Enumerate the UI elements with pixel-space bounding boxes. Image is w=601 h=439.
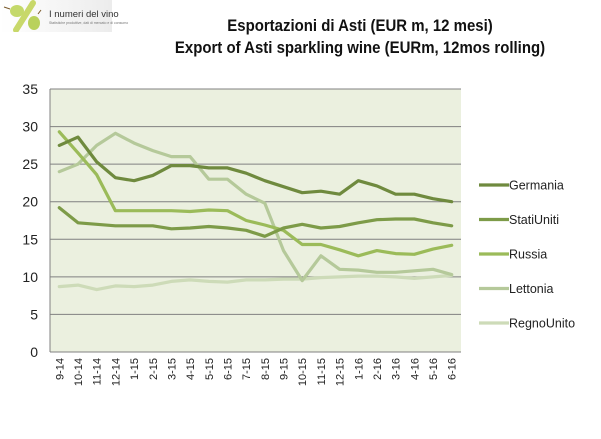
legend-item-russia: Russia xyxy=(479,248,547,262)
x-tick-label: 3-16 xyxy=(391,358,403,380)
x-tick-label: 4-15 xyxy=(185,358,197,380)
y-tick-label: 15 xyxy=(22,231,38,247)
chart-title: Esportazioni di Asti (EUR m, 12 mesi) xyxy=(227,16,493,35)
x-tick-label: 5-15 xyxy=(204,358,216,380)
legend-item-lettonia: Lettonia xyxy=(479,282,554,296)
x-tick-label: 8-15 xyxy=(260,358,272,380)
y-tick-label: 0 xyxy=(30,344,38,360)
x-tick-label: 9-14 xyxy=(54,358,66,380)
legend-item-germania: Germania xyxy=(479,179,564,193)
y-tick-label: 25 xyxy=(22,156,38,172)
legend-label: RegnoUnito xyxy=(509,317,575,331)
grape-percent-icon xyxy=(3,0,42,32)
x-tick-label: 6-16 xyxy=(447,358,459,380)
y-tick-label: 30 xyxy=(22,119,38,135)
x-tick-label: 9-15 xyxy=(279,358,291,380)
legend-label: Lettonia xyxy=(509,282,554,296)
logo-tagline: Statistiche produttive, dati di mercato … xyxy=(49,21,129,25)
series-line-russia xyxy=(57,130,454,258)
y-tick-label: 5 xyxy=(30,306,38,322)
logo-title: I numeri del vino xyxy=(49,9,119,20)
x-tick-label: 12-15 xyxy=(335,358,347,386)
x-tick-label: 3-15 xyxy=(166,358,178,380)
legend-label: StatiUniti xyxy=(509,213,559,227)
legend-label: Germania xyxy=(509,179,564,193)
x-tick-label: 2-16 xyxy=(372,358,384,380)
x-tick-label: 5-16 xyxy=(428,358,440,380)
x-tick-label: 6-15 xyxy=(222,358,234,380)
y-tick-label: 35 xyxy=(22,81,38,97)
legend-item-regnounito: RegnoUnito xyxy=(479,317,575,331)
series-line-statiuniti xyxy=(57,206,454,238)
chart-subtitle: Export of Asti sparkling wine (EURm, 12m… xyxy=(174,38,546,57)
legend-label: Russia xyxy=(509,248,547,262)
logo: I numeri del vino Statistiche produttive… xyxy=(0,0,128,32)
x-tick-label: 12-14 xyxy=(110,358,122,386)
x-tick-label: 10-14 xyxy=(73,358,85,386)
x-tick-label: 2-15 xyxy=(148,358,160,380)
x-tick-label: 11-15 xyxy=(316,358,328,385)
legend-item-statiuniti: StatiUniti xyxy=(479,213,559,227)
x-tick-label: 11-14 xyxy=(92,358,104,385)
y-tick-label: 20 xyxy=(22,194,38,210)
series-line-germania xyxy=(57,135,454,204)
y-tick-label: 10 xyxy=(22,269,38,285)
series-line-lettonia xyxy=(57,131,454,283)
x-tick-label: 10-15 xyxy=(297,358,309,386)
x-tick-label: 1-16 xyxy=(353,358,365,380)
series-line-regnounito xyxy=(57,273,454,292)
x-tick-label: 7-15 xyxy=(241,358,253,380)
x-tick-label: 4-16 xyxy=(409,358,421,380)
x-tick-label: 1-15 xyxy=(129,358,141,380)
